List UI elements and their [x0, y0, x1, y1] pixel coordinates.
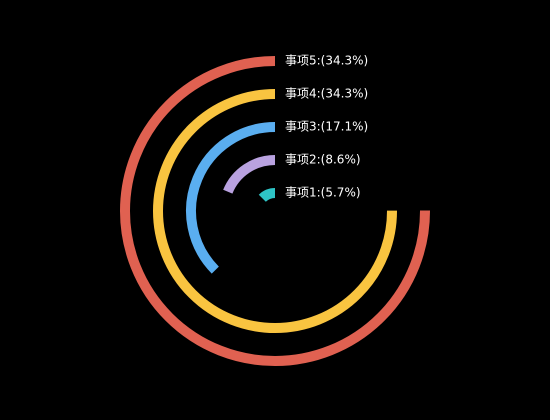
bar-label: 事项1:(5.7%): [285, 186, 361, 200]
radial-bar: [120, 56, 430, 366]
bar-label: 事项4:(34.3%): [285, 87, 368, 101]
radial-bar: [153, 89, 397, 333]
radial-bar: [258, 188, 276, 203]
bar-label: 事项5:(34.3%): [285, 54, 368, 68]
bar-label: 事项2:(8.6%): [285, 153, 361, 167]
radial-bar: [223, 155, 276, 194]
bar-label: 事项3:(17.1%): [285, 120, 368, 134]
radial-bar: [186, 122, 276, 274]
